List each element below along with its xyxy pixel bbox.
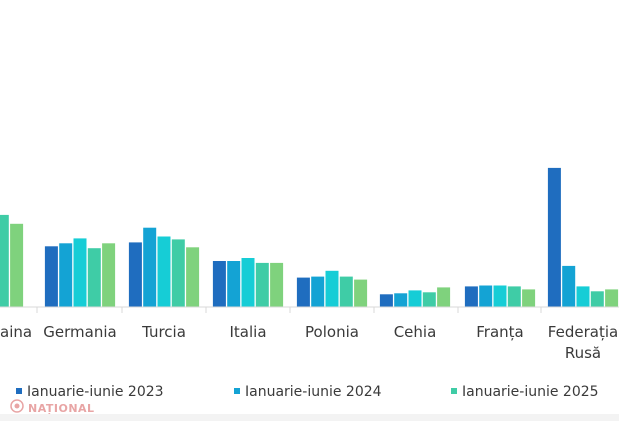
bar-franta-series-1: [464, 286, 478, 307]
legend-label-2024: Ianuarie-iunie 2024: [245, 384, 382, 400]
category-label-italia: Italia: [229, 323, 266, 341]
bar-federatia-rusa-series-5: [605, 289, 619, 307]
bar-polonia-series-4: [339, 276, 353, 307]
legend-label-2025: Ianuarie-iunie 2025: [462, 384, 599, 400]
x-axis-ticks: [36, 307, 542, 313]
bar-germania-series-4: [87, 248, 101, 307]
bar-china-series-5: [10, 223, 24, 307]
bar-franta-series-3: [493, 285, 507, 307]
bar-federatia-rusa-series-1: [547, 167, 561, 307]
bar-federatia-rusa-series-2: [562, 265, 576, 307]
bar-turcia-series-3: [157, 236, 171, 307]
category-label-polonia: Polonia: [305, 323, 359, 341]
category-label-franta: Franța: [476, 323, 523, 341]
category-label-cehia: Cehia: [394, 323, 437, 341]
bar-franta-series-2: [479, 285, 493, 307]
bar-turcia-series-2: [143, 227, 157, 307]
bar-germania-series-5: [102, 243, 116, 307]
legend-label-2023: Ianuarie-iunie 2023: [27, 384, 164, 400]
watermark: NAȚIONAL: [10, 399, 95, 418]
bar-italia-series-3: [241, 258, 255, 307]
bar-franta-series-4: [507, 286, 521, 307]
bar-china-series-4: [0, 214, 9, 307]
national-logo-icon: [10, 399, 24, 418]
legend-swatch-2023: [16, 388, 22, 394]
chart-legend: Ianuarie-iunie 2023 Ianuarie-iunie 2024 …: [16, 384, 599, 400]
bars-group: [0, 167, 619, 307]
bar-italia-series-1: [212, 261, 226, 307]
bar-cehia-series-3: [408, 290, 422, 307]
bar-cehia-series-4: [422, 292, 436, 307]
bar-italia-series-2: [227, 261, 241, 307]
bar-turcia-series-1: [128, 242, 142, 307]
bar-germania-series-1: [44, 246, 58, 307]
bar-polonia-series-5: [354, 279, 368, 307]
bar-polonia-series-2: [311, 276, 325, 307]
bar-federatia-rusa-series-4: [590, 291, 604, 307]
bar-italia-series-5: [270, 262, 284, 307]
bar-germania-series-2: [59, 243, 73, 307]
bar-italia-series-4: [255, 262, 269, 307]
legend-swatch-2025: [451, 388, 457, 394]
watermark-text: NAȚIONAL: [28, 402, 95, 415]
bar-polonia-series-1: [296, 277, 310, 307]
category-label-china: aina: [0, 323, 32, 341]
bar-germania-series-3: [73, 238, 87, 307]
bar-cehia-series-5: [437, 287, 451, 307]
legend-swatch-2024: [234, 388, 240, 394]
bar-cehia-series-2: [394, 293, 408, 307]
category-label-rusia-line1: Federația: [548, 323, 618, 341]
bar-cehia-series-1: [379, 294, 393, 307]
bar-polonia-series-3: [325, 270, 339, 307]
bar-turcia-series-5: [186, 247, 200, 307]
category-label-rusia-line2: Rusă: [565, 344, 601, 362]
bar-franta-series-5: [522, 289, 536, 307]
bar-turcia-series-4: [171, 239, 185, 307]
bar-federatia-rusa-series-3: [576, 286, 590, 307]
category-label-germania: Germania: [43, 323, 116, 341]
bottom-strip: [0, 414, 619, 421]
category-label-turcia: Turcia: [141, 323, 186, 341]
